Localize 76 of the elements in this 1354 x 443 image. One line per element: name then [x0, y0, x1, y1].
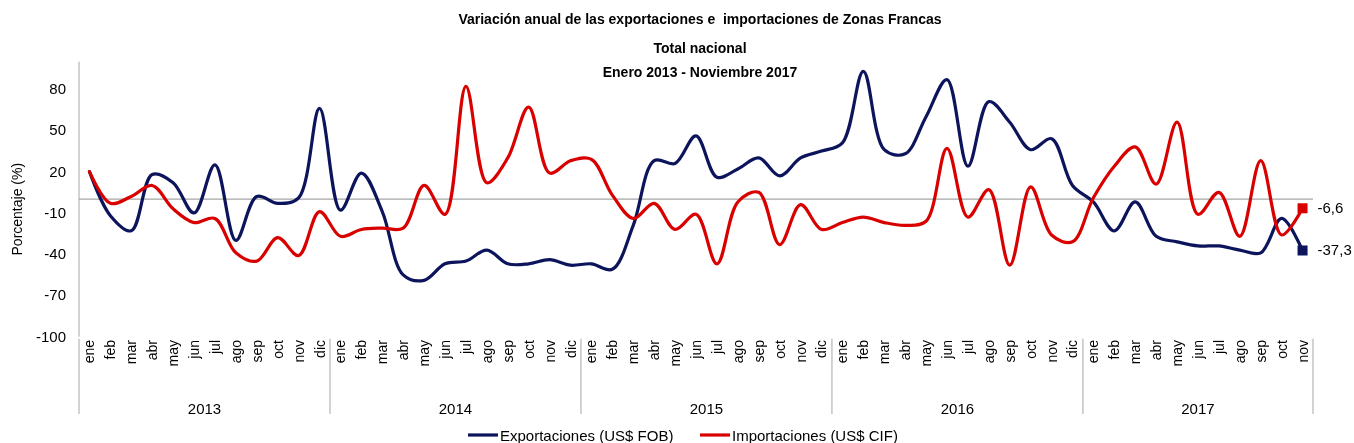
- x-tick-label: abr: [897, 339, 914, 361]
- x-tick-label: dic: [311, 340, 328, 358]
- y-tick-label: 20: [49, 162, 66, 180]
- x-tick-label: jun: [688, 340, 704, 360]
- data-label: -6,6: [1317, 199, 1344, 217]
- x-tick-label: nov: [1043, 340, 1060, 363]
- data-label: -37,3: [1317, 241, 1352, 259]
- x-tick-label: nov: [1294, 340, 1311, 363]
- x-tick-label: jun: [186, 340, 203, 360]
- x-tick-label: may: [667, 340, 684, 367]
- x-tick-label: jul: [708, 340, 725, 356]
- x-tick-label: jun: [1189, 340, 1206, 360]
- y-tick-label: 80: [49, 80, 66, 98]
- x-tick-label: jun: [437, 340, 454, 360]
- x-tick-label: feb: [102, 339, 119, 360]
- y-tick-label: -10: [44, 203, 66, 221]
- x-tick-label: nov: [792, 340, 809, 363]
- x-tick-label: sep: [499, 339, 516, 363]
- x-tick-label: feb: [353, 339, 370, 360]
- x-tick-label: abr: [646, 339, 663, 361]
- x-tick-label: oct: [269, 339, 286, 359]
- x-tick-label: nov: [290, 340, 307, 363]
- x-tick-label: jul: [1210, 340, 1227, 356]
- x-tick-label: ene: [834, 339, 851, 364]
- x-tick-label: feb: [1106, 339, 1123, 360]
- x-tick-label: may: [1169, 340, 1186, 367]
- x-tick-label: sep: [1001, 339, 1018, 363]
- x-tick-label: jul: [959, 340, 976, 356]
- y-tick-label: 50: [49, 121, 66, 139]
- chart-subtitle: Total nacional Enero 2013 - Noviembre 2017: [602, 40, 798, 80]
- x-tick-label: ago: [227, 339, 244, 364]
- x-tick-label: oct: [771, 339, 788, 359]
- x-tick-label: mar: [374, 339, 391, 365]
- x-tick-label: may: [918, 340, 935, 367]
- x-tick-label: sep: [750, 339, 767, 363]
- x-tick-label: abr: [1148, 339, 1165, 361]
- x-tick-label: ago: [729, 339, 746, 364]
- x-tick-label: nov: [541, 340, 558, 363]
- x-tick-label: jun: [938, 340, 955, 360]
- x-tick-label: ago: [980, 339, 997, 364]
- x-tick-label: feb: [855, 339, 872, 360]
- x-tick-label: oct: [520, 339, 537, 359]
- y-tick-label: -100: [35, 327, 66, 345]
- x-tick-label: mar: [625, 339, 642, 365]
- x-tick-label: oct: [1273, 339, 1290, 359]
- text: 2014: [438, 400, 473, 417]
- y-axis-title: Porcentaje (%): [9, 162, 25, 256]
- x-tick-label: ene: [332, 339, 349, 364]
- x-tick-label: sep: [248, 339, 265, 363]
- x-tick-label: ene: [583, 339, 600, 364]
- text: 2013: [187, 400, 222, 417]
- text: 2016: [940, 400, 975, 417]
- x-tick-label: oct: [1022, 339, 1039, 359]
- x-tick-label: mar: [1127, 339, 1144, 365]
- text: 2017: [1181, 400, 1215, 417]
- x-tick-label: jul: [457, 340, 474, 356]
- x-tick-label: jul: [206, 340, 223, 356]
- x-tick-label: ago: [1231, 339, 1248, 364]
- x-tick-label: ago: [478, 339, 495, 364]
- x-tick-label: abr: [144, 339, 161, 361]
- x-tick-label: mar: [876, 339, 893, 365]
- text: 2015: [689, 400, 724, 417]
- chart-title: Variación anual de las exportaciones e importaciones de Zonas Francas: [458, 11, 942, 27]
- y-tick-label: -40: [44, 245, 66, 263]
- x-tick-label: mar: [123, 339, 140, 365]
- x-tick-label: may: [165, 340, 182, 367]
- x-tick-label: abr: [395, 339, 412, 361]
- x-tick-label: sep: [1252, 339, 1269, 363]
- x-tick-label: feb: [604, 339, 621, 360]
- x-tick-label: dic: [813, 340, 830, 358]
- x-tick-label: ene: [81, 339, 98, 364]
- x-tick-label: dic: [1064, 340, 1081, 358]
- x-tick-label: dic: [562, 340, 579, 358]
- x-tick-label: ene: [1085, 339, 1102, 364]
- y-tick-label: -70: [44, 286, 66, 304]
- x-tick-label: may: [416, 340, 433, 367]
